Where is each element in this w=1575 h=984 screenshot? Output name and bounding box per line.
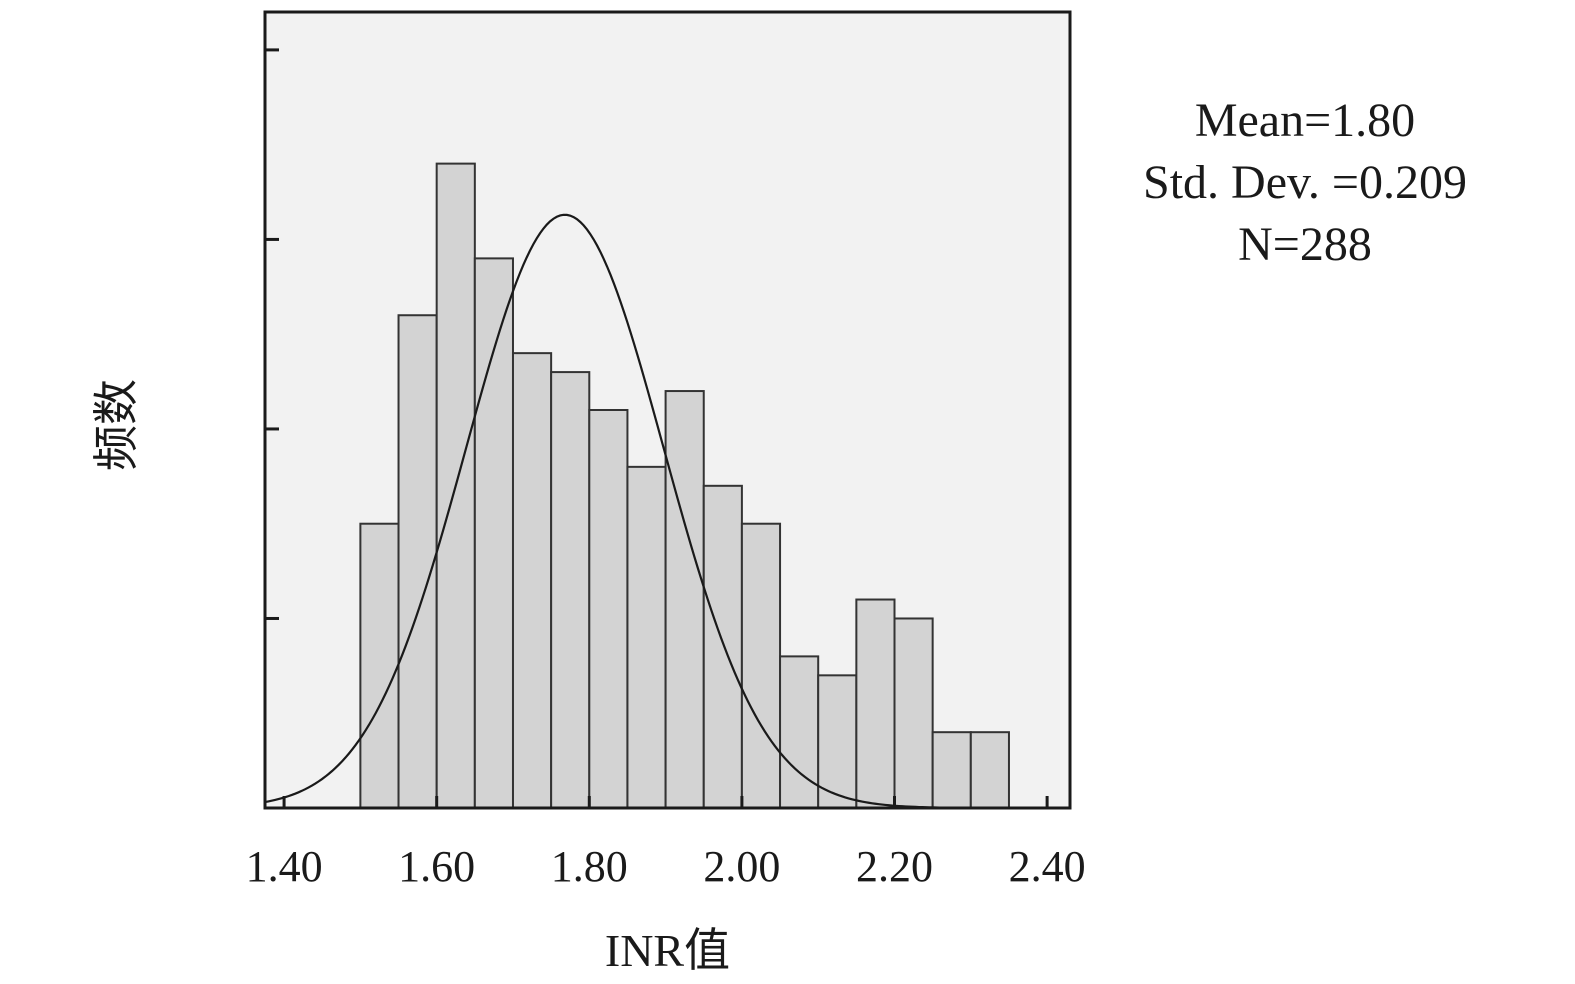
histogram-bar bbox=[969, 731, 1010, 810]
histogram-bar bbox=[779, 655, 820, 810]
stats-std-dev: Std. Dev. =0.209 bbox=[1143, 156, 1467, 209]
y-axis-title: 频数 bbox=[91, 379, 142, 471]
stats-mean: Mean=1.80 bbox=[1194, 94, 1416, 147]
plot-frame bbox=[263, 10, 1072, 810]
histogram-bar bbox=[359, 522, 400, 809]
stats-n: N=288 bbox=[1238, 218, 1372, 271]
y-axis bbox=[265, 48, 279, 620]
histogram-bar bbox=[931, 731, 972, 810]
histogram-bar bbox=[588, 409, 629, 809]
histogram-bar bbox=[550, 371, 591, 809]
histogram-bar bbox=[893, 617, 934, 809]
x-axis: 1.40 1.60 1.80 2.00 2.20 2.40 bbox=[246, 796, 1086, 891]
histogram-bar bbox=[740, 522, 782, 809]
x-axis-title: INR值 bbox=[605, 925, 730, 976]
histogram-bar bbox=[626, 465, 667, 809]
histogram-bar bbox=[855, 598, 896, 809]
histogram-bars bbox=[359, 162, 1010, 810]
histogram-bar bbox=[473, 257, 514, 809]
histogram-bar bbox=[702, 484, 743, 809]
histogram-bar bbox=[397, 314, 438, 809]
histogram-bar bbox=[664, 390, 705, 809]
stats-box: Mean=1.80 Std. Dev. =0.209 N=288 bbox=[1110, 90, 1500, 276]
histogram-bar bbox=[817, 674, 858, 809]
x-tick-label: 1.60 bbox=[398, 842, 475, 891]
x-tick-label: 1.80 bbox=[551, 842, 628, 891]
histogram-bar bbox=[511, 352, 553, 809]
x-tick-label: 2.20 bbox=[856, 842, 933, 891]
x-tick-label: 2.00 bbox=[703, 842, 780, 891]
x-tick-label: 1.40 bbox=[246, 842, 323, 891]
x-tick-label: 2.40 bbox=[1009, 842, 1086, 891]
